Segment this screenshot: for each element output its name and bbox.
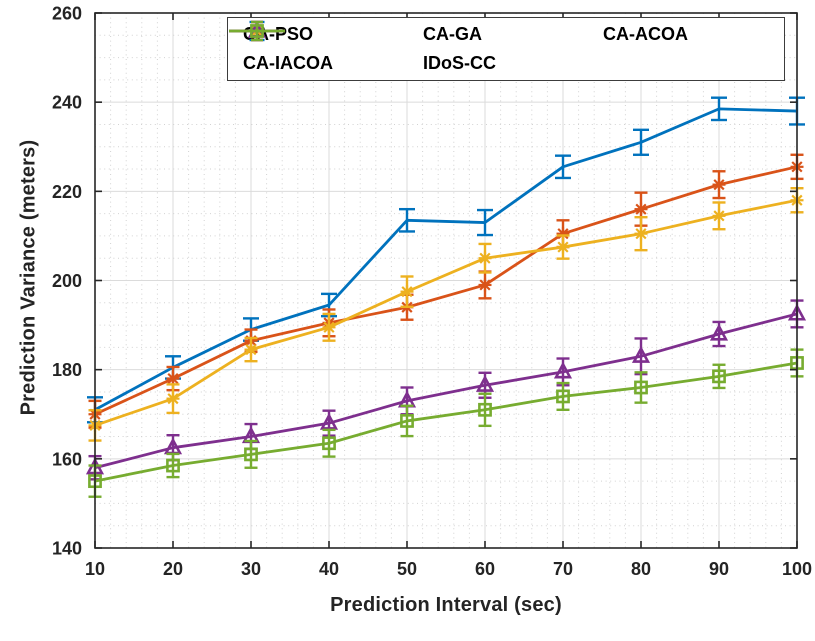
marker-asterisk — [635, 203, 647, 215]
marker-asterisk — [713, 179, 725, 191]
y-tick-label-200: 200 — [52, 271, 82, 291]
marker-asterisk — [167, 393, 179, 405]
marker-square — [322, 436, 336, 451]
legend-row: CA-IACOA IDoS-CC — [229, 20, 784, 77]
x-tick-label-80: 80 — [631, 559, 651, 579]
marker-triangle — [319, 412, 339, 430]
legend-item-CA-GA: CA-GA — [229, 20, 596, 45]
marker-square — [478, 402, 492, 417]
legend-swatch-IDoS-CC — [229, 20, 285, 42]
marker-square — [634, 380, 648, 395]
x-tick-label-100: 100 — [782, 559, 812, 579]
marker-asterisk — [713, 210, 725, 222]
marker-square — [400, 414, 414, 428]
marker-asterisk — [557, 228, 569, 240]
marker-asterisk — [401, 286, 413, 298]
y-tick-label-140: 140 — [52, 539, 82, 559]
series-line-IDoS-CC — [94, 361, 798, 483]
marker-triangle — [709, 323, 729, 341]
legend-label: CA-GA — [423, 24, 482, 44]
series-CA-IACOA — [85, 299, 807, 481]
x-tick-label-50: 50 — [397, 559, 417, 579]
legend-label: CA-IACOA — [243, 53, 333, 73]
series-CA-PSO — [87, 96, 805, 424]
marker-triangle — [631, 345, 651, 363]
marker-square — [712, 369, 726, 384]
marker-triangle — [553, 361, 573, 379]
x-tick-label-70: 70 — [553, 559, 573, 579]
marker-square — [556, 389, 570, 404]
marker-square — [250, 24, 264, 38]
series-line-CA-IACOA — [94, 312, 798, 470]
x-tick-label-90: 90 — [709, 559, 729, 579]
axes-layer: 10 20 30 40 50 60 70 80 90 100 140 160 180 200 220 240 2… — [52, 4, 812, 580]
series-line-CA-GA — [94, 165, 798, 416]
x-tick-label-30: 30 — [241, 559, 261, 579]
legend-label: IDoS-CC — [423, 53, 496, 73]
grid-layer — [95, 13, 797, 548]
y-tick-label-180: 180 — [52, 360, 82, 380]
marker-triangle — [475, 374, 495, 392]
marker-asterisk — [635, 228, 647, 240]
series-CA-GA — [88, 153, 804, 429]
marker-square — [244, 447, 258, 462]
x-axis-label: Prediction Interval (sec) — [330, 594, 562, 616]
x-tick-label-10: 10 — [85, 559, 105, 579]
legend-glyph — [229, 20, 285, 42]
y-tick-label-260: 260 — [52, 4, 82, 24]
y-axis-label: Prediction Variance (meters) — [17, 139, 40, 416]
marker-asterisk — [323, 321, 335, 333]
series-CA-ACOA — [88, 187, 804, 442]
series-IDoS-CC — [88, 348, 804, 498]
series-line-CA-PSO — [94, 107, 798, 412]
legend-item-IDoS-CC: IDoS-CC — [229, 20, 496, 74]
legend-item-CA-ACOA: CA-ACOA — [229, 20, 688, 45]
legend: CA-PSO CA-GA CA-ACOA CA-IACOA IDoS-CC — [227, 17, 785, 81]
marker-square — [166, 458, 180, 473]
x-tick-label-40: 40 — [319, 559, 339, 579]
legend-label: CA-ACOA — [603, 24, 688, 44]
marker-asterisk — [245, 344, 257, 356]
marker-asterisk — [167, 373, 179, 385]
x-tick-label-60: 60 — [475, 559, 495, 579]
legend-item-CA-IACOA: CA-IACOA — [229, 20, 416, 74]
marker-asterisk — [479, 252, 491, 264]
y-tick-label-220: 220 — [52, 182, 82, 202]
series-line-CA-ACOA — [94, 198, 798, 427]
legend-row: CA-PSO CA-GA CA-ACOA — [229, 20, 784, 48]
x-tick-label-20: 20 — [163, 559, 183, 579]
marker-asterisk — [557, 241, 569, 253]
marker-asterisk — [479, 279, 491, 291]
y-tick-label-160: 160 — [52, 449, 82, 469]
y-tick-label-240: 240 — [52, 93, 82, 113]
